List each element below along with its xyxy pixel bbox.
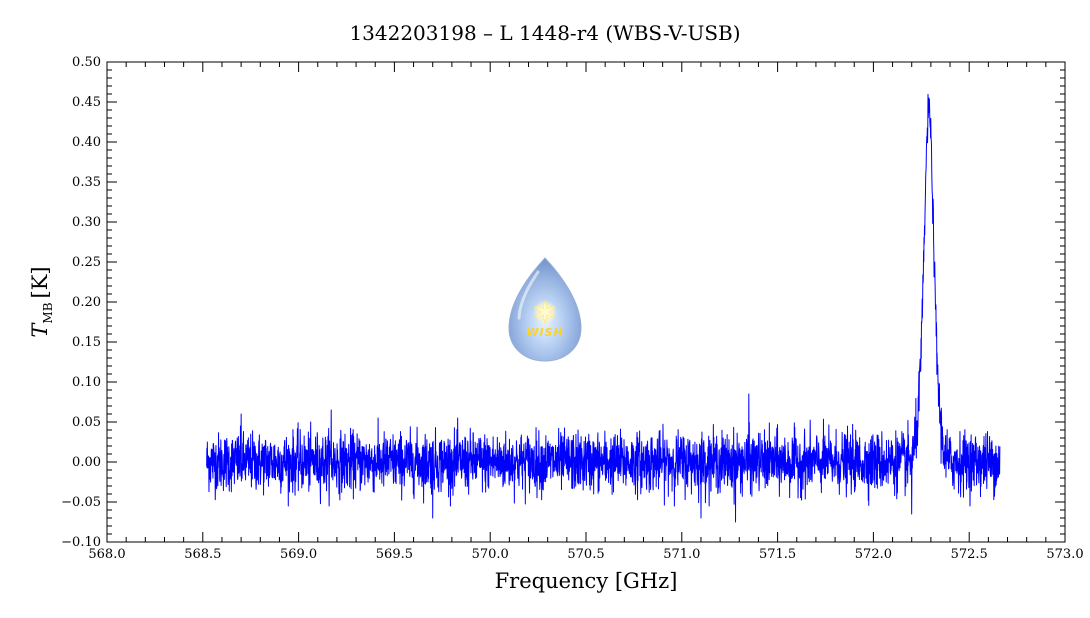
x-axis-tick-labels: 568.0 568.5 569.0 569.5 570.0 570.5 571.0 571.5…: [88, 547, 1083, 562]
x-axis-label: Frequency [GHz]: [495, 569, 678, 593]
y-axis-label-main: T: [28, 322, 52, 338]
x-tick-label: 573.0: [1046, 547, 1083, 562]
x-axis-ticks: [106, 62, 1066, 542]
x-tick-label: 568.0: [88, 547, 125, 562]
x-tick-label: 571.0: [663, 547, 700, 562]
y-axis-label: TMB [K]: [28, 266, 55, 337]
x-tick-label: 569.0: [280, 547, 317, 562]
y-tick-label: 0.00: [72, 455, 101, 470]
y-tick-label: 0.20: [72, 295, 101, 310]
y-axis-tick-labels: −0.10 −0.05 0.00 0.05 0.10 0.15 0.20 0.25 0.30 0.…: [61, 55, 101, 550]
y-axis-label-unit: [K]: [28, 266, 52, 298]
x-tick-label: 572.5: [951, 547, 988, 562]
y-tick-label: 0.10: [72, 375, 101, 390]
y-tick-label: 0.15: [72, 335, 101, 350]
y-tick-label: 0.50: [72, 55, 101, 70]
y-tick-label: −0.10: [61, 535, 101, 550]
logo-text: WISH: [526, 326, 563, 339]
y-tick-label: 0.25: [72, 255, 101, 270]
y-tick-label: 0.35: [72, 175, 101, 190]
x-tick-label: 568.5: [184, 547, 221, 562]
y-tick-label: −0.05: [61, 495, 101, 510]
y-axis-ticks: [107, 61, 1065, 543]
x-tick-label: 571.5: [759, 547, 796, 562]
x-tick-label: 570.5: [567, 547, 604, 562]
y-tick-label: 0.30: [72, 215, 101, 230]
x-tick-label: 572.0: [855, 547, 892, 562]
wish-logo: WISH: [508, 257, 582, 362]
y-tick-label: 0.05: [72, 415, 101, 430]
x-tick-label: 570.0: [472, 547, 509, 562]
x-tick-label: 569.5: [376, 547, 413, 562]
y-axis-label-sub: MB: [41, 302, 55, 323]
chart-title: 1342203198 – L 1448-r4 (WBS-V-USB): [349, 21, 740, 45]
y-tick-label: 0.40: [72, 135, 101, 150]
svg-text:TMB[K]: TMB [K]: [28, 266, 55, 337]
y-tick-label: 0.45: [72, 95, 101, 110]
spectrum-series-line: [206, 93, 1001, 523]
